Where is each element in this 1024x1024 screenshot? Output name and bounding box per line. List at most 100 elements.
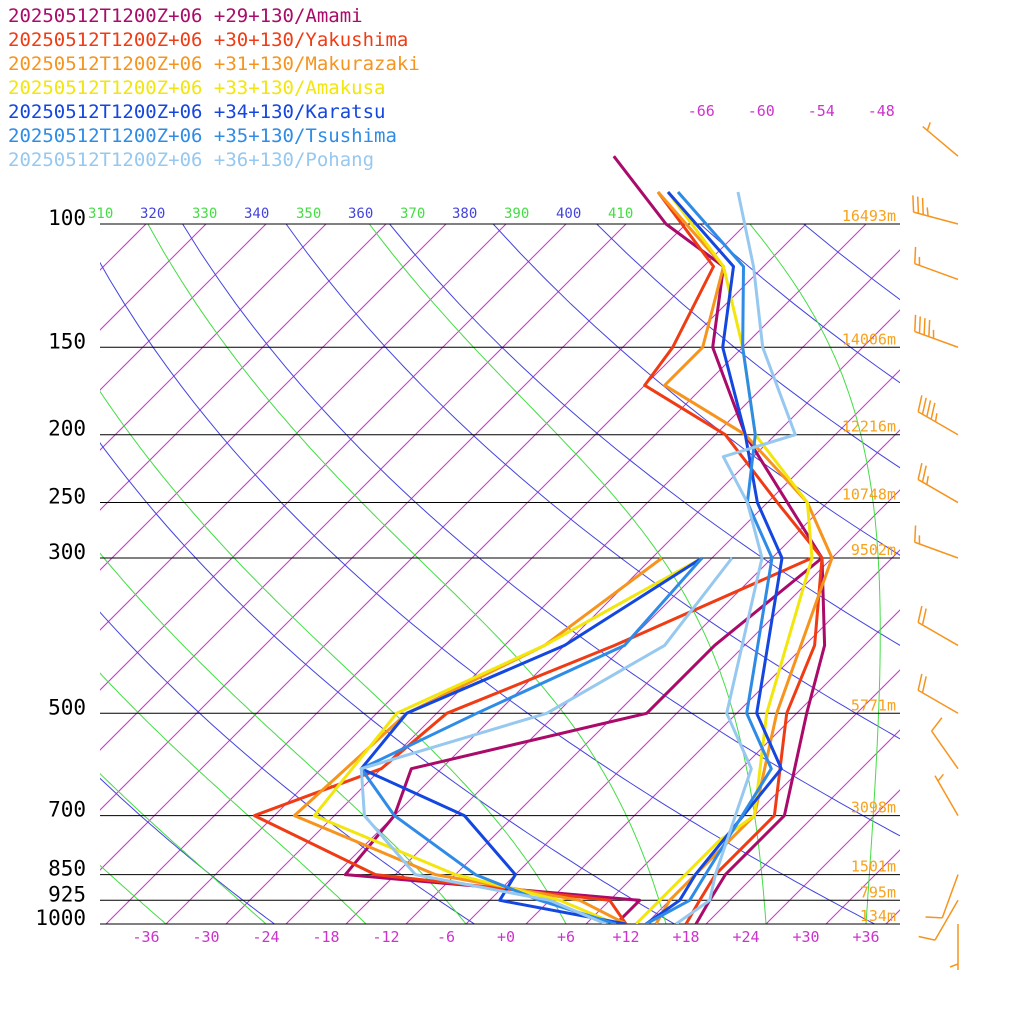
upper-isotherm-label: -54	[808, 102, 835, 120]
isotherm-line	[100, 224, 207, 331]
isotherm-line	[100, 224, 327, 451]
theta-label: 360	[348, 206, 373, 222]
profile-dewpoint-line	[312, 556, 703, 924]
pressure-label: 850	[48, 857, 86, 881]
isotherm-line	[100, 224, 567, 691]
isotherm-line	[165, 224, 867, 924]
profile-temperature-line	[634, 191, 814, 924]
dry-adiabat-line	[100, 777, 275, 924]
temperature-tick-label: -6	[437, 928, 455, 946]
profile-temperature-line	[612, 155, 827, 924]
isotherm-line	[100, 224, 267, 391]
isotherm-line	[525, 549, 900, 924]
theta-label: 310	[88, 206, 113, 222]
isotherm-line	[100, 224, 747, 871]
isotherm-line	[285, 309, 900, 924]
wind-barb	[917, 463, 959, 504]
wind-barbs	[912, 122, 959, 970]
isotherm-line	[225, 249, 900, 924]
wind-barb	[917, 605, 959, 647]
legend: 20250512T1200Z+06 +29+130/Amami 20250512…	[8, 4, 420, 172]
isotherm-line	[100, 224, 507, 631]
isotherm-line	[465, 489, 900, 924]
temperature-tick-label: +0	[497, 928, 515, 946]
temperature-tick-label: +6	[557, 928, 575, 946]
height-label: 134m	[860, 907, 896, 925]
theta-label: 320	[140, 206, 165, 222]
height-label: 795m	[860, 883, 896, 901]
pressure-label: 100	[48, 206, 86, 230]
pressure-label: 150	[48, 329, 86, 353]
wind-barb	[917, 395, 959, 436]
isotherm-line	[100, 224, 687, 811]
profile-temperature-line	[645, 191, 774, 924]
pressure-label: 700	[48, 798, 86, 822]
temperature-tick-label: +24	[732, 928, 759, 946]
moist-adiabat-line	[147, 224, 667, 924]
theta-label: 370	[400, 206, 425, 222]
legend-item-karatsu: 20250512T1200Z+06 +34+130/Karatsu	[8, 101, 386, 123]
isotherm-line	[645, 669, 900, 924]
profile-temperature-line	[645, 191, 784, 924]
isotherm-line	[100, 224, 627, 751]
upper-isotherm-label: -66	[688, 102, 715, 120]
legend-item-yakushima: 20250512T1200Z+06 +30+130/Yakushima	[8, 29, 409, 51]
height-label: 14006m	[842, 330, 896, 348]
pressure-label: 1000	[35, 906, 86, 930]
temperature-tick-label: -24	[252, 928, 279, 946]
isotherm-line	[405, 429, 900, 924]
isotherm-line	[100, 224, 387, 511]
temperature-axis: -36 -30 -24 -18 -12 -6 +0 +6 +12 +18 +24 +30 +36	[132, 928, 879, 946]
pressure-label: 300	[48, 540, 86, 564]
height-label: 5771m	[851, 696, 896, 714]
profile-dewpoint-line	[359, 557, 734, 924]
wind-barb	[914, 314, 959, 348]
temperature-tick-label: -12	[372, 928, 399, 946]
isotherm-line	[946, 224, 1024, 924]
moist-adiabat-line	[100, 390, 567, 924]
isotherm-line	[345, 369, 900, 924]
isotherm-line	[100, 224, 447, 571]
height-label: 12216m	[842, 418, 896, 436]
pressure-label: 500	[48, 695, 86, 719]
wind-barb	[949, 924, 959, 970]
temperature-tick-label: +18	[672, 928, 699, 946]
profile-dewpoint-line	[359, 556, 703, 924]
upper-isotherm-label: -60	[748, 102, 775, 120]
wind-barb	[918, 899, 959, 941]
pressure-label: 200	[48, 417, 86, 441]
isotherm-line	[765, 789, 900, 924]
profile-temperature-line	[675, 191, 797, 924]
theta-label: 410	[608, 206, 633, 222]
wind-barb	[914, 525, 959, 559]
legend-item-amami: 20250512T1200Z+06 +29+130/Amami	[8, 5, 363, 27]
height-label: 10748m	[842, 486, 896, 504]
wind-barb	[914, 246, 959, 281]
wind-barb	[917, 673, 959, 714]
wind-barb	[922, 122, 959, 157]
isotherm-line	[1006, 224, 1024, 924]
height-label: 16493m	[842, 207, 896, 225]
theta-label: 400	[556, 206, 581, 222]
height-label: 9502m	[851, 541, 896, 559]
isotherm-line	[0, 224, 26, 924]
height-label: 3098m	[851, 799, 896, 817]
isotherm-line	[885, 909, 900, 924]
wind-barb	[912, 195, 959, 225]
temperature-tick-label: -18	[312, 928, 339, 946]
upper-isotherm-label: -48	[868, 102, 895, 120]
profile-dewpoint-line	[252, 556, 813, 924]
theta-label: 380	[452, 206, 477, 222]
isotherm-line	[705, 729, 900, 924]
wind-barb	[925, 874, 959, 919]
pressure-label: 925	[48, 882, 86, 906]
theta-label: 390	[504, 206, 529, 222]
temperature-tick-label: -36	[132, 928, 159, 946]
isotherm-line	[585, 609, 900, 924]
temperature-tick-label: +12	[612, 928, 639, 946]
height-label: 1501m	[851, 858, 896, 876]
profile-dewpoint-line	[343, 556, 823, 924]
theta-label: 350	[296, 206, 321, 222]
isotherm-grid	[0, 224, 1024, 924]
